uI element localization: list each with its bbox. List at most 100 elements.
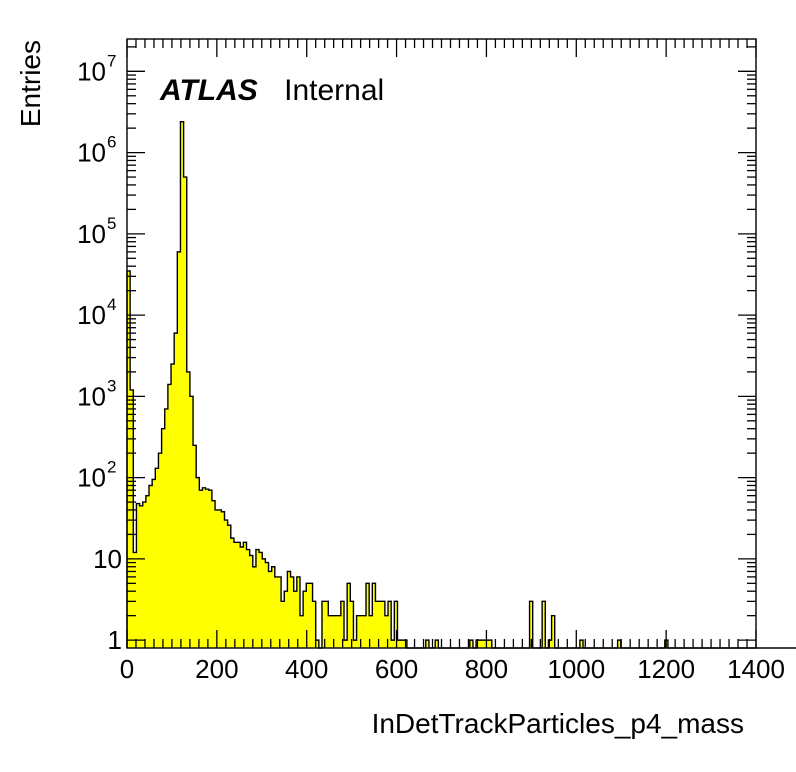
histogram-bar	[215, 509, 219, 648]
histogram-bar	[551, 615, 556, 648]
histogram-bar	[548, 640, 552, 648]
histogram-bar	[347, 583, 351, 648]
atlas-label-internal: Internal	[284, 74, 384, 107]
histogram-bar	[130, 389, 134, 648]
histogram-bar	[268, 571, 272, 648]
histogram-bar	[485, 640, 489, 648]
histogram-bar	[381, 601, 386, 648]
histogram-bar	[482, 640, 486, 648]
y-tick-label: 10	[77, 219, 106, 249]
x-tick-label: 600	[375, 654, 418, 684]
histogram-bar	[306, 583, 310, 648]
histogram-bar	[617, 640, 622, 648]
axis-ticks	[126, 39, 757, 648]
y-tick-label: 10	[77, 463, 106, 493]
y-tick-exponent: 4	[107, 295, 116, 314]
histogram-bar	[255, 549, 260, 648]
histogram-bar	[542, 601, 546, 648]
histogram-bar	[293, 591, 298, 648]
histogram-bar	[180, 121, 184, 649]
x-axis-label: InDetTrackParticles_p4_mass	[372, 708, 744, 739]
histogram-bar	[183, 177, 188, 649]
histogram-bar	[218, 509, 222, 648]
histogram-bar	[177, 251, 181, 648]
histogram-bar	[186, 371, 191, 648]
histogram-bar	[142, 502, 147, 648]
histogram-bar	[384, 615, 389, 648]
histogram-bar	[202, 487, 206, 648]
histogram-bar	[145, 495, 150, 648]
histogram-bar	[167, 384, 172, 648]
x-tick-label: 200	[195, 654, 238, 684]
histogram-bar	[211, 500, 216, 648]
x-tick-label: 400	[285, 654, 328, 684]
histogram-bar	[303, 591, 307, 648]
histogram-bar	[271, 566, 276, 648]
histogram-bar	[299, 615, 304, 648]
histogram-bar	[152, 479, 156, 648]
x-tick-label: 800	[465, 654, 508, 684]
x-tick-label: 0	[120, 654, 134, 684]
histogram-bar	[161, 428, 166, 648]
histogram-bar	[397, 640, 401, 648]
histogram-bar	[391, 640, 395, 648]
histogram-bar	[246, 549, 250, 648]
histogram-bar	[262, 558, 266, 648]
histogram-bar	[435, 640, 439, 648]
histogram-bar	[359, 615, 364, 648]
y-tick-exponent: 6	[107, 133, 116, 152]
histogram-bar	[425, 640, 430, 648]
histogram-bar	[362, 615, 367, 648]
y-tick-label: 10	[77, 300, 106, 330]
histogram-bar	[366, 583, 370, 648]
histogram-bar	[227, 525, 232, 648]
histogram-bar	[127, 270, 131, 648]
x-tick-label: 1200	[637, 654, 695, 684]
histogram-bar	[334, 615, 339, 648]
histogram-bar	[193, 445, 197, 648]
histogram-bar	[369, 615, 373, 648]
histogram-bar	[340, 601, 345, 648]
histogram-bar	[469, 640, 474, 648]
y-tick-exponent: 3	[107, 376, 116, 395]
histogram-bar	[139, 505, 144, 648]
histogram-bar	[274, 576, 279, 648]
y-axis-label: Entries	[15, 40, 46, 127]
y-tick-exponent: 7	[107, 51, 116, 70]
y-tick-label: 1	[108, 625, 122, 655]
histogram-bar	[375, 601, 379, 648]
histogram-bar	[174, 333, 178, 648]
histogram-bar	[315, 640, 320, 648]
histogram-bar	[224, 520, 228, 648]
histogram-bar	[240, 546, 244, 648]
y-tick-label: 10	[93, 544, 122, 574]
histogram-bar	[344, 640, 348, 648]
histogram-bar	[394, 601, 398, 648]
histogram-bar	[243, 542, 247, 648]
histogram-bar	[155, 468, 159, 648]
histogram-bar	[284, 591, 288, 648]
y-tick-exponent: 5	[107, 214, 116, 233]
histogram-bar	[196, 477, 200, 648]
histogram-bar	[579, 640, 584, 648]
histogram-bar	[249, 555, 254, 648]
atlas-label: ATLAS Internal	[159, 74, 384, 107]
histogram-bar	[265, 562, 269, 648]
histogram-bar	[277, 576, 282, 648]
y-tick-label: 10	[77, 56, 106, 86]
x-tick-labels: 0 200 400 600 800 1000 1200 1400	[120, 654, 785, 684]
histogram-bar	[259, 552, 263, 648]
histogram-bar	[529, 601, 534, 648]
histogram-bar	[372, 583, 376, 648]
histogram-bar	[252, 566, 257, 648]
histogram-bar	[296, 576, 301, 648]
histogram-bar	[208, 490, 213, 648]
histogram-bar	[312, 601, 316, 648]
histogram-bar	[164, 408, 169, 648]
x-tick-label: 1400	[727, 654, 785, 684]
histogram-bar	[171, 364, 175, 648]
histogram-bar	[378, 601, 383, 648]
histogram-bar	[221, 511, 225, 648]
